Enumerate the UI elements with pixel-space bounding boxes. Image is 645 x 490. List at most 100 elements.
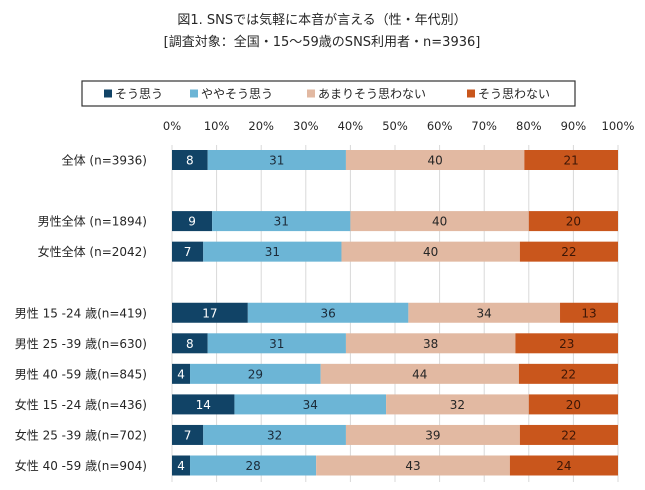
data-label: 7 bbox=[184, 428, 192, 442]
bar-segment bbox=[560, 302, 618, 323]
data-label: 4 bbox=[177, 459, 185, 473]
data-label: 22 bbox=[561, 428, 576, 442]
data-label: 39 bbox=[425, 428, 440, 442]
data-label: 22 bbox=[561, 367, 576, 381]
x-axis-ticks: 0% 10% 20% 30% 40% 50% 60% 70% 80% 90% 100% bbox=[163, 119, 635, 133]
bar-segment bbox=[190, 455, 317, 476]
bar-segment bbox=[172, 333, 208, 354]
bar-segment bbox=[172, 241, 204, 262]
bar-segment bbox=[172, 424, 204, 445]
x-tick-label: 70% bbox=[471, 119, 497, 133]
legend-item-sou-omowanai: そう思わない bbox=[467, 87, 550, 101]
bar-segment bbox=[345, 150, 525, 170]
category-label: 女性 25 -39 歳(n=702) bbox=[15, 427, 147, 442]
category-label: 女性全体 (n=2042) bbox=[38, 244, 147, 259]
data-label: 34 bbox=[303, 398, 318, 412]
data-label: 8 bbox=[186, 337, 194, 351]
data-label: 40 bbox=[432, 215, 447, 229]
category-label: 女性 15 -24 歳(n=436) bbox=[15, 397, 147, 412]
data-label: 13 bbox=[581, 306, 596, 320]
legend-label: あまりそう思わない bbox=[318, 87, 426, 101]
x-tick-label: 40% bbox=[338, 119, 364, 133]
legend-swatch bbox=[104, 89, 112, 98]
data-label: 31 bbox=[265, 245, 280, 259]
legend-swatch bbox=[307, 89, 315, 98]
data-label: 34 bbox=[477, 306, 492, 320]
bar-segment bbox=[515, 333, 618, 354]
data-label: 20 bbox=[566, 398, 581, 412]
bar-segment bbox=[172, 211, 213, 232]
data-label: 44 bbox=[412, 367, 427, 381]
legend-label: そう思わない bbox=[478, 87, 550, 101]
category-label: 男性 40 -59 歳(n=845) bbox=[15, 367, 147, 381]
data-label: 36 bbox=[320, 306, 335, 320]
bar-segment bbox=[203, 424, 346, 445]
legend-label: そう思う bbox=[115, 87, 163, 101]
bar-segment bbox=[345, 424, 520, 445]
legend-swatch bbox=[467, 89, 475, 98]
bar-segment bbox=[172, 394, 235, 415]
data-label: 40 bbox=[423, 245, 438, 259]
bar-segment bbox=[207, 333, 346, 354]
data-label: 21 bbox=[564, 154, 579, 168]
x-tick-label: 80% bbox=[516, 119, 542, 133]
chart-title: 図1. SNSでは気軽に本音が言える（性・年代別） bbox=[177, 12, 466, 28]
data-label: 17 bbox=[202, 306, 217, 320]
legend-item-yaya-sou-omou: ややそう思う bbox=[190, 87, 273, 101]
bar-segment bbox=[408, 302, 561, 323]
bar-segment bbox=[509, 455, 618, 476]
bar-segment bbox=[212, 211, 351, 232]
bar-segment bbox=[172, 302, 248, 323]
data-label: 4 bbox=[177, 367, 185, 381]
legend-box bbox=[81, 80, 576, 107]
data-label: 23 bbox=[559, 337, 574, 351]
data-label: 31 bbox=[274, 215, 289, 229]
data-label: 31 bbox=[269, 337, 284, 351]
category-label: 全体 (n=3936) bbox=[62, 153, 147, 168]
legend-item-amari-sou-omowanai: あまりそう思わない bbox=[307, 87, 426, 101]
data-label: 7 bbox=[184, 245, 192, 259]
data-label: 24 bbox=[556, 459, 571, 473]
bar-segment bbox=[172, 150, 208, 170]
bar-segment bbox=[247, 302, 409, 323]
bar-row: 7 31 40 22 bbox=[172, 241, 618, 262]
bar-segment bbox=[528, 211, 618, 232]
data-label: 40 bbox=[427, 154, 442, 168]
chart-subtitle: [調査対象：全国・15～59歳のSNS利用者・n=3936] bbox=[164, 34, 481, 50]
data-label: 43 bbox=[405, 459, 420, 473]
bar-segment bbox=[341, 241, 520, 262]
data-label: 14 bbox=[196, 398, 211, 412]
data-label: 32 bbox=[267, 428, 282, 442]
bar-segment bbox=[172, 455, 191, 476]
x-tick-label: 10% bbox=[204, 119, 230, 133]
data-label: 29 bbox=[248, 367, 263, 381]
data-label: 9 bbox=[188, 215, 196, 229]
bar-segment bbox=[519, 424, 618, 445]
legend-label: ややそう思う bbox=[201, 87, 273, 101]
legend-item-sou-omou: そう思う bbox=[104, 87, 163, 101]
bar-row: 8 31 40 21 bbox=[172, 150, 618, 170]
bar-segment bbox=[190, 363, 321, 384]
bar-segment bbox=[345, 333, 516, 354]
data-label: 38 bbox=[423, 337, 438, 351]
bar-segment bbox=[528, 394, 618, 415]
legend-swatch bbox=[190, 89, 198, 98]
x-tick-label: 100% bbox=[602, 119, 635, 133]
bar-row: 7 32 39 22 bbox=[172, 424, 618, 445]
bar-row: 14 34 32 20 bbox=[172, 394, 618, 415]
x-tick-label: 30% bbox=[293, 119, 319, 133]
bar-row: 4 28 43 24 bbox=[172, 455, 618, 476]
x-tick-label: 0% bbox=[163, 119, 181, 133]
bar-segment bbox=[519, 241, 618, 262]
bar-segment bbox=[350, 211, 529, 232]
category-label: 男性 15 -24 歳(n=419) bbox=[15, 306, 147, 320]
bar-row: 8 31 38 23 bbox=[172, 333, 618, 354]
bar-segment bbox=[320, 363, 519, 384]
data-label: 31 bbox=[269, 154, 284, 168]
x-tick-label: 50% bbox=[382, 119, 408, 133]
bar-row: 4 29 44 22 bbox=[172, 363, 618, 384]
category-label: 女性 40 -59 歳(n=904) bbox=[15, 458, 147, 473]
bar-segment bbox=[524, 150, 618, 170]
